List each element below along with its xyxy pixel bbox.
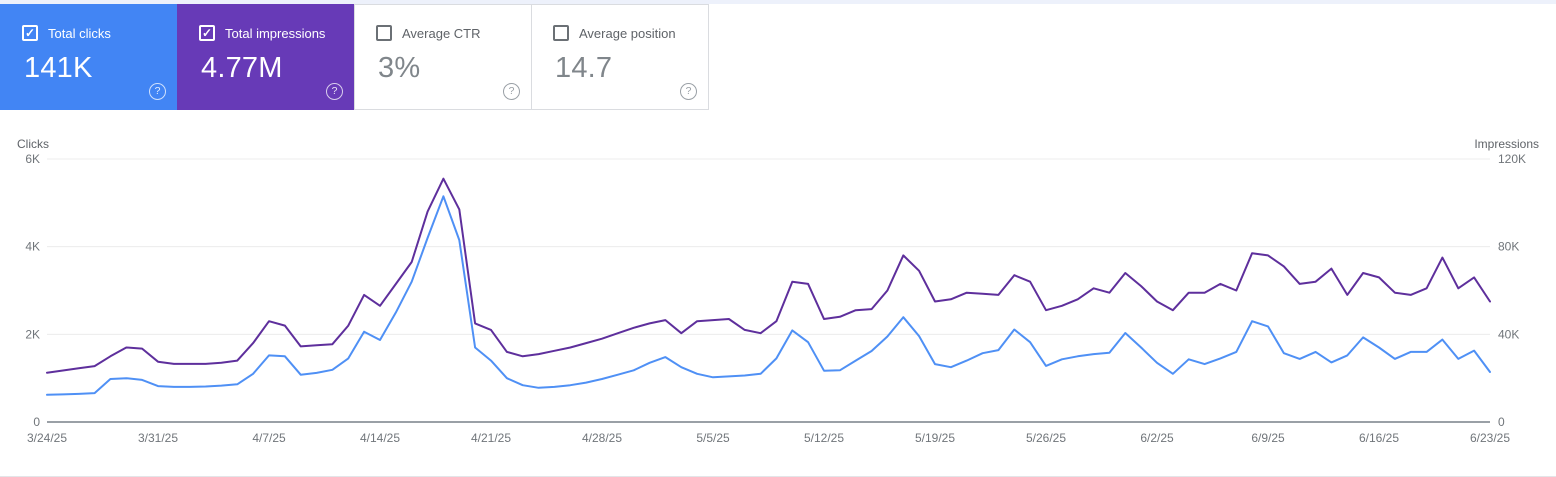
svg-text:0: 0 <box>1498 415 1505 429</box>
average-position-label: Average position <box>579 25 676 41</box>
svg-text:5/19/25: 5/19/25 <box>915 431 955 445</box>
average-position-checkbox[interactable] <box>553 25 569 41</box>
total-impressions-label: Total impressions <box>225 25 326 41</box>
total-impressions-card-header: ✓ Total impressions <box>199 25 354 41</box>
svg-text:4/21/25: 4/21/25 <box>471 431 511 445</box>
total-impressions-checkbox[interactable]: ✓ <box>199 25 215 41</box>
metric-cards-row: ✓ Total clicks 141K ? ✓ Total impression… <box>0 4 709 110</box>
svg-text:5/5/25: 5/5/25 <box>696 431 730 445</box>
svg-text:5/12/25: 5/12/25 <box>804 431 844 445</box>
svg-text:2K: 2K <box>25 327 40 341</box>
help-icon[interactable]: ? <box>326 83 343 100</box>
total-clicks-card[interactable]: ✓ Total clicks 141K ? <box>0 4 178 110</box>
svg-text:4/28/25: 4/28/25 <box>582 431 622 445</box>
help-icon[interactable]: ? <box>680 83 697 100</box>
svg-text:0: 0 <box>33 415 40 429</box>
total-clicks-label: Total clicks <box>48 25 111 41</box>
svg-text:3/31/25: 3/31/25 <box>138 431 178 445</box>
svg-text:6/2/25: 6/2/25 <box>1140 431 1174 445</box>
svg-text:120K: 120K <box>1498 152 1526 166</box>
svg-text:4/14/25: 4/14/25 <box>360 431 400 445</box>
average-ctr-label: Average CTR <box>402 25 481 41</box>
svg-text:3/24/25: 3/24/25 <box>27 431 67 445</box>
top-strip <box>0 0 1556 4</box>
total-impressions-card[interactable]: ✓ Total impressions 4.77M ? <box>177 4 355 110</box>
help-icon[interactable]: ? <box>149 83 166 100</box>
average-position-card-header: Average position <box>553 25 708 41</box>
average-ctr-checkbox[interactable] <box>376 25 392 41</box>
average-ctr-card[interactable]: Average CTR 3% ? <box>354 4 532 110</box>
total-impressions-value: 4.77M <box>201 52 283 84</box>
svg-text:6K: 6K <box>25 152 40 166</box>
total-clicks-checkbox[interactable]: ✓ <box>22 25 38 41</box>
svg-text:6/16/25: 6/16/25 <box>1359 431 1399 445</box>
svg-text:4/7/25: 4/7/25 <box>252 431 286 445</box>
total-clicks-card-header: ✓ Total clicks <box>22 25 177 41</box>
svg-text:6/23/25: 6/23/25 <box>1470 431 1510 445</box>
average-position-card[interactable]: Average position 14.7 ? <box>531 4 709 110</box>
svg-text:40K: 40K <box>1498 327 1519 341</box>
total-clicks-value: 141K <box>24 52 93 84</box>
average-ctr-value: 3% <box>378 52 421 84</box>
svg-text:5/26/25: 5/26/25 <box>1026 431 1066 445</box>
help-icon[interactable]: ? <box>503 83 520 100</box>
svg-text:Clicks: Clicks <box>17 137 49 151</box>
svg-text:Impressions: Impressions <box>1474 137 1539 151</box>
average-position-value: 14.7 <box>555 52 613 84</box>
svg-text:4K: 4K <box>25 240 40 254</box>
svg-text:80K: 80K <box>1498 240 1519 254</box>
average-ctr-card-header: Average CTR <box>376 25 531 41</box>
svg-text:6/9/25: 6/9/25 <box>1251 431 1285 445</box>
